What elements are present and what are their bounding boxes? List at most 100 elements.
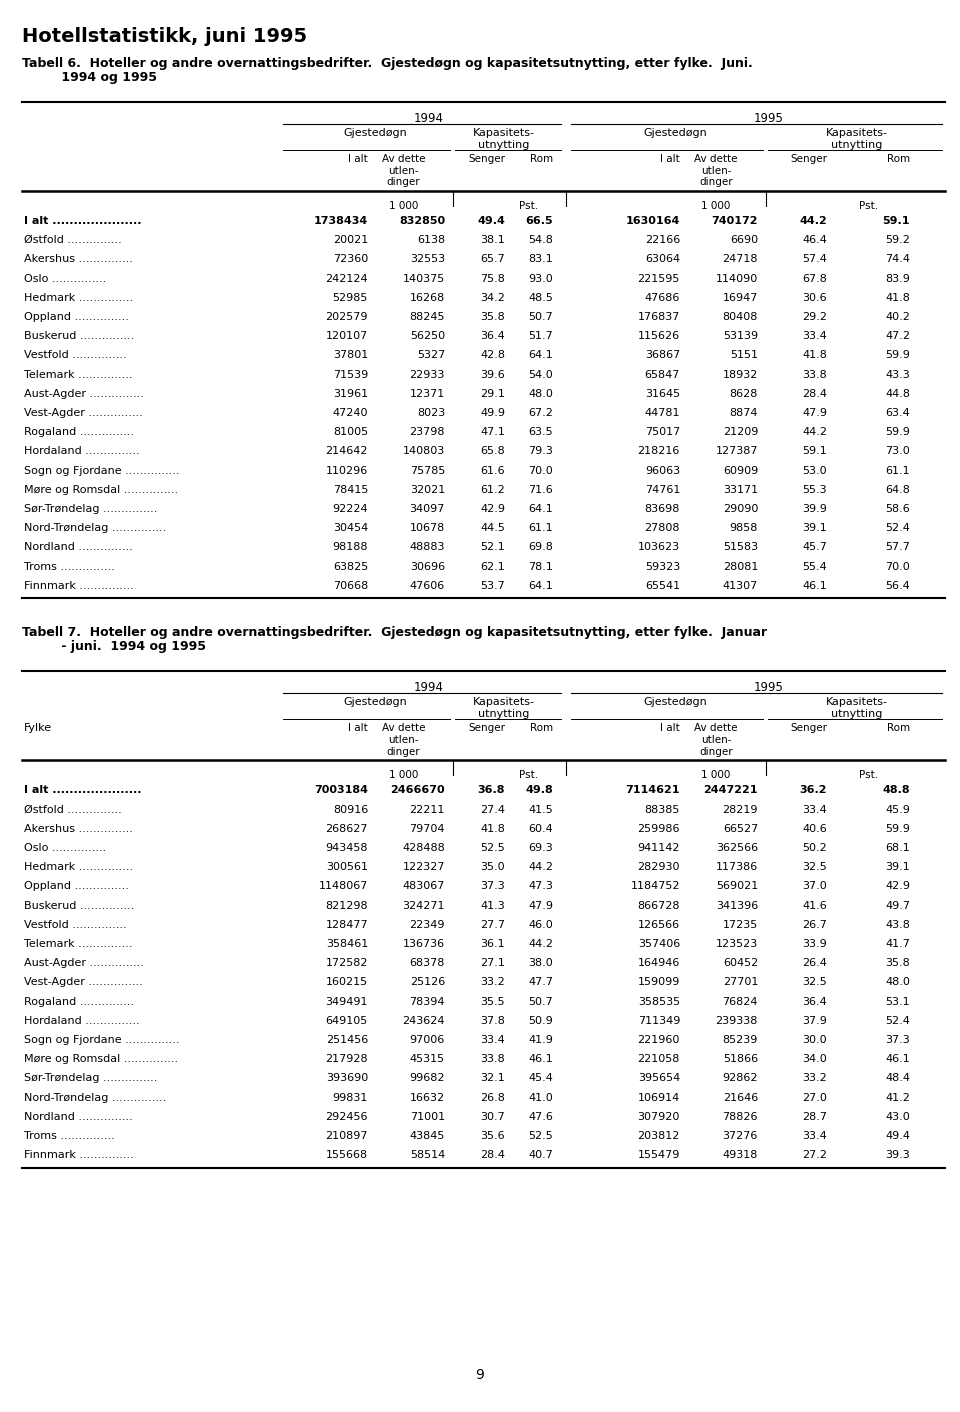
Text: 65.7: 65.7: [480, 254, 505, 264]
Text: 221960: 221960: [637, 1035, 680, 1045]
Text: 7003184: 7003184: [314, 785, 368, 795]
Text: 711349: 711349: [637, 1015, 680, 1025]
Text: Nordland ...............: Nordland ...............: [24, 542, 132, 552]
Text: Av dette
utlen-
dinger: Av dette utlen- dinger: [694, 154, 737, 188]
Text: 74761: 74761: [644, 484, 680, 494]
Text: 99831: 99831: [332, 1093, 368, 1103]
Text: Troms ...............: Troms ...............: [24, 562, 115, 572]
Text: 88245: 88245: [410, 312, 445, 322]
Text: 41.9: 41.9: [528, 1035, 553, 1045]
Text: 243624: 243624: [402, 1015, 445, 1025]
Text: Av dette
utlen-
dinger: Av dette utlen- dinger: [694, 723, 737, 757]
Text: 1738434: 1738434: [314, 216, 368, 226]
Text: 27808: 27808: [644, 524, 680, 534]
Text: 28.4: 28.4: [480, 1151, 505, 1161]
Text: 30.7: 30.7: [480, 1111, 505, 1121]
Text: 68378: 68378: [410, 959, 445, 969]
Text: 12371: 12371: [410, 388, 445, 398]
Text: 46.4: 46.4: [803, 236, 827, 246]
Text: 120107: 120107: [325, 332, 368, 342]
Text: 85239: 85239: [723, 1035, 758, 1045]
Text: Kapasitets-
utnytting: Kapasitets- utnytting: [826, 698, 887, 719]
Text: 127387: 127387: [715, 446, 758, 456]
Text: 159099: 159099: [637, 977, 680, 987]
Text: 47.9: 47.9: [802, 408, 827, 418]
Text: 38.0: 38.0: [528, 959, 553, 969]
Text: 64.8: 64.8: [885, 484, 910, 494]
Text: 44.2: 44.2: [528, 863, 553, 873]
Text: 36.2: 36.2: [800, 785, 827, 795]
Text: 341396: 341396: [716, 901, 758, 911]
Text: 30.6: 30.6: [803, 292, 827, 302]
Text: 45.7: 45.7: [803, 542, 827, 552]
Text: Aust-Agder ...............: Aust-Agder ...............: [24, 388, 144, 398]
Text: 49.7: 49.7: [885, 901, 910, 911]
Text: 1994 og 1995: 1994 og 1995: [22, 71, 157, 83]
Text: 123523: 123523: [716, 939, 758, 949]
Text: Rom: Rom: [887, 723, 910, 733]
Text: 61.6: 61.6: [480, 466, 505, 476]
Text: 65.8: 65.8: [480, 446, 505, 456]
Text: 569021: 569021: [716, 881, 758, 891]
Text: Sogn og Fjordane ...............: Sogn og Fjordane ...............: [24, 466, 180, 476]
Text: 28081: 28081: [723, 562, 758, 572]
Text: 46.0: 46.0: [528, 919, 553, 929]
Text: 49.8: 49.8: [525, 785, 553, 795]
Text: 282930: 282930: [637, 863, 680, 873]
Text: 16632: 16632: [410, 1093, 445, 1103]
Text: 60.4: 60.4: [528, 823, 553, 834]
Text: 46.1: 46.1: [885, 1055, 910, 1065]
Text: 33.8: 33.8: [480, 1055, 505, 1065]
Text: 39.3: 39.3: [885, 1151, 910, 1161]
Text: 48883: 48883: [410, 542, 445, 552]
Text: Hedmark ...............: Hedmark ...............: [24, 863, 133, 873]
Text: 99682: 99682: [410, 1073, 445, 1083]
Text: 23798: 23798: [410, 428, 445, 438]
Text: 64.1: 64.1: [528, 350, 553, 360]
Text: 155479: 155479: [637, 1151, 680, 1161]
Text: 78.1: 78.1: [528, 562, 553, 572]
Text: 6138: 6138: [417, 236, 445, 246]
Text: Aust-Agder ...............: Aust-Agder ...............: [24, 959, 144, 969]
Text: 140375: 140375: [403, 274, 445, 284]
Text: 69.3: 69.3: [528, 843, 553, 853]
Text: 6690: 6690: [730, 236, 758, 246]
Text: Vestfold ...............: Vestfold ...............: [24, 350, 127, 360]
Text: 52.4: 52.4: [885, 1015, 910, 1025]
Text: 83.9: 83.9: [885, 274, 910, 284]
Text: 36.4: 36.4: [803, 997, 827, 1007]
Text: 21209: 21209: [723, 428, 758, 438]
Text: 37.3: 37.3: [885, 1035, 910, 1045]
Text: Sør-Trøndelag ...............: Sør-Trøndelag ...............: [24, 504, 157, 514]
Text: 63.4: 63.4: [885, 408, 910, 418]
Text: Buskerud ...............: Buskerud ...............: [24, 332, 134, 342]
Text: 483067: 483067: [402, 881, 445, 891]
Text: 51583: 51583: [723, 542, 758, 552]
Text: 128477: 128477: [325, 919, 368, 929]
Text: 115626: 115626: [637, 332, 680, 342]
Text: 259986: 259986: [637, 823, 680, 834]
Text: 1 000: 1 000: [389, 201, 419, 210]
Text: 117386: 117386: [716, 863, 758, 873]
Text: Nordland ...............: Nordland ...............: [24, 1111, 132, 1121]
Text: 41.5: 41.5: [528, 805, 553, 815]
Text: 8874: 8874: [730, 408, 758, 418]
Text: 242124: 242124: [325, 274, 368, 284]
Text: 176837: 176837: [637, 312, 680, 322]
Text: Tabell 7.  Hoteller og andre overnattingsbedrifter.  Gjestedøgn og kapasitetsutn: Tabell 7. Hoteller og andre overnattings…: [22, 627, 767, 640]
Text: 28.4: 28.4: [802, 388, 827, 398]
Text: 35.6: 35.6: [480, 1131, 505, 1141]
Text: Senger: Senger: [790, 723, 827, 733]
Text: 48.5: 48.5: [528, 292, 553, 302]
Text: 33.4: 33.4: [803, 805, 827, 815]
Text: 70.0: 70.0: [528, 466, 553, 476]
Text: 52.5: 52.5: [528, 1131, 553, 1141]
Text: 53.0: 53.0: [803, 466, 827, 476]
Text: 943458: 943458: [325, 843, 368, 853]
Text: 832850: 832850: [398, 216, 445, 226]
Text: 395654: 395654: [637, 1073, 680, 1083]
Text: 34.0: 34.0: [803, 1055, 827, 1065]
Text: 49.4: 49.4: [885, 1131, 910, 1141]
Text: 42.8: 42.8: [480, 350, 505, 360]
Text: 17235: 17235: [723, 919, 758, 929]
